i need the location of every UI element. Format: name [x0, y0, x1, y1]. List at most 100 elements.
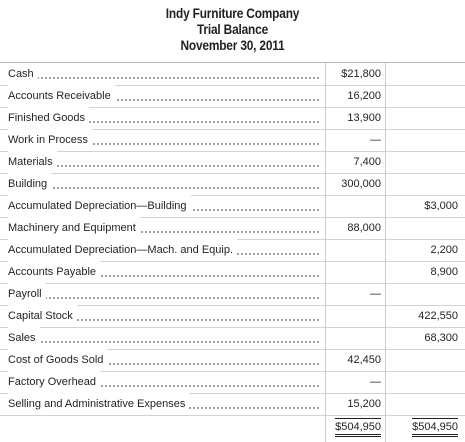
leader-dots — [8, 319, 320, 321]
account-row: Factory Overhead — — [0, 371, 465, 394]
account-label-cell: Sales — [8, 327, 320, 349]
trial-balance-table: Cash $21,800 Accounts Receivable 16,200 Fini… — [0, 62, 465, 442]
debit-amount — [325, 261, 383, 283]
account-label-cell: Capital Stock — [8, 305, 320, 327]
account-row: Work in Process — — [0, 129, 465, 152]
account-label-cell: Building — [8, 173, 320, 195]
debit-amount: — — [325, 283, 383, 305]
account-name: Selling and Administrative Expenses — [8, 393, 190, 415]
account-name: Work in Process — [8, 129, 92, 151]
account-label-cell: Work in Process — [8, 129, 320, 151]
account-name: Cash — [8, 63, 38, 85]
debit-amount: 15,200 — [325, 393, 383, 415]
debit-amount: 42,450 — [325, 349, 383, 371]
credit-amount: $3,000 — [385, 195, 460, 217]
debit-amount: 13,900 — [325, 107, 383, 129]
account-row: Cash $21,800 — [0, 63, 465, 86]
account-name: Building — [8, 173, 52, 195]
credit-amount — [385, 173, 460, 195]
leader-dots — [8, 77, 320, 79]
account-label-cell: Cost of Goods Sold — [8, 349, 320, 371]
leader-dots — [8, 187, 320, 189]
debit-total-cell: $504,950 — [325, 415, 383, 442]
credit-amount: 68,300 — [385, 327, 460, 349]
account-row: Accounts Receivable 16,200 — [0, 85, 465, 108]
leader-dots — [8, 99, 320, 101]
debit-amount: — — [325, 371, 383, 393]
statement-header: Indy Furniture Company Trial Balance Nov… — [28, 6, 437, 54]
account-row: Payroll — — [0, 283, 465, 306]
account-name: Materials — [8, 151, 57, 173]
account-row: Machinery and Equipment 88,000 — [0, 217, 465, 240]
debit-amount — [325, 305, 383, 327]
account-row: Cost of Goods Sold 42,450 — [0, 349, 465, 372]
credit-amount — [385, 63, 460, 85]
account-name: Factory Overhead — [8, 371, 101, 393]
credit-amount — [385, 107, 460, 129]
account-label-cell: Accounts Receivable — [8, 85, 320, 107]
account-label-cell: Machinery and Equipment — [8, 217, 320, 239]
account-name: Accumulated Depreciation—Mach. and Equip… — [8, 239, 238, 261]
account-name: Finished Goods — [8, 107, 90, 129]
debit-amount — [325, 195, 383, 217]
account-label-cell: Materials — [8, 151, 320, 173]
account-label-cell: Accumulated Depreciation—Mach. and Equip… — [8, 239, 320, 261]
credit-amount — [385, 371, 460, 393]
leader-dots — [8, 165, 320, 167]
account-name: Capital Stock — [8, 305, 77, 327]
account-name: Machinery and Equipment — [8, 217, 140, 239]
account-name: Accumulated Depreciation—Building — [8, 195, 191, 217]
statement-date: November 30, 2011 — [180, 38, 285, 53]
credit-amount — [385, 393, 460, 415]
account-row: Accumulated Depreciation—Mach. and Equip… — [0, 239, 465, 262]
debit-amount: 16,200 — [325, 85, 383, 107]
credit-total: $504,950 — [412, 418, 458, 437]
debit-amount: 88,000 — [325, 217, 383, 239]
leader-dots — [8, 363, 320, 365]
credit-amount: 8,900 — [385, 261, 460, 283]
credit-total-cell: $504,950 — [385, 415, 460, 442]
account-label-cell: Accounts Payable — [8, 261, 320, 283]
account-row: Finished Goods 13,900 — [0, 107, 465, 130]
leader-dots — [8, 143, 320, 145]
statement-title: Trial Balance — [196, 22, 269, 37]
leader-dots — [8, 341, 320, 343]
debit-amount — [325, 327, 383, 349]
account-label-cell: Factory Overhead — [8, 371, 320, 393]
credit-amount — [385, 217, 460, 239]
debit-amount: $21,800 — [325, 63, 383, 85]
debit-total: $504,950 — [335, 418, 381, 437]
leader-dots — [8, 385, 320, 387]
totals-row: $504,950 $504,950 — [0, 415, 465, 442]
leader-dots — [8, 231, 320, 233]
debit-amount — [325, 239, 383, 261]
account-name: Sales — [8, 327, 40, 349]
account-row: Accumulated Depreciation—Building $3,000 — [0, 195, 465, 218]
account-row: Materials 7,400 — [0, 151, 465, 174]
account-row: Accounts Payable 8,900 — [0, 261, 465, 284]
credit-amount: 2,200 — [385, 239, 460, 261]
credit-amount — [385, 85, 460, 107]
leader-dots — [8, 297, 320, 299]
credit-amount — [385, 349, 460, 371]
account-label-cell: Selling and Administrative Expenses — [8, 393, 320, 415]
account-label-cell: Payroll — [8, 283, 320, 305]
account-row: Selling and Administrative Expenses 15,20… — [0, 393, 465, 416]
company-name: Indy Furniture Company — [165, 6, 300, 21]
credit-amount — [385, 129, 460, 151]
account-label-cell: Cash — [8, 63, 320, 85]
credit-amount — [385, 151, 460, 173]
account-label-cell: Finished Goods — [8, 107, 320, 129]
credit-amount: 422,550 — [385, 305, 460, 327]
debit-amount: 300,000 — [325, 173, 383, 195]
account-label-cell: Accumulated Depreciation—Building — [8, 195, 320, 217]
account-name: Payroll — [8, 283, 46, 305]
account-row: Building 300,000 — [0, 173, 465, 196]
account-name: Accounts Receivable — [8, 85, 115, 107]
leader-dots — [8, 121, 320, 123]
account-name: Accounts Payable — [8, 261, 101, 283]
debit-amount: 7,400 — [325, 151, 383, 173]
credit-amount — [385, 283, 460, 305]
account-row: Capital Stock 422,550 — [0, 305, 465, 328]
account-row: Sales 68,300 — [0, 327, 465, 350]
